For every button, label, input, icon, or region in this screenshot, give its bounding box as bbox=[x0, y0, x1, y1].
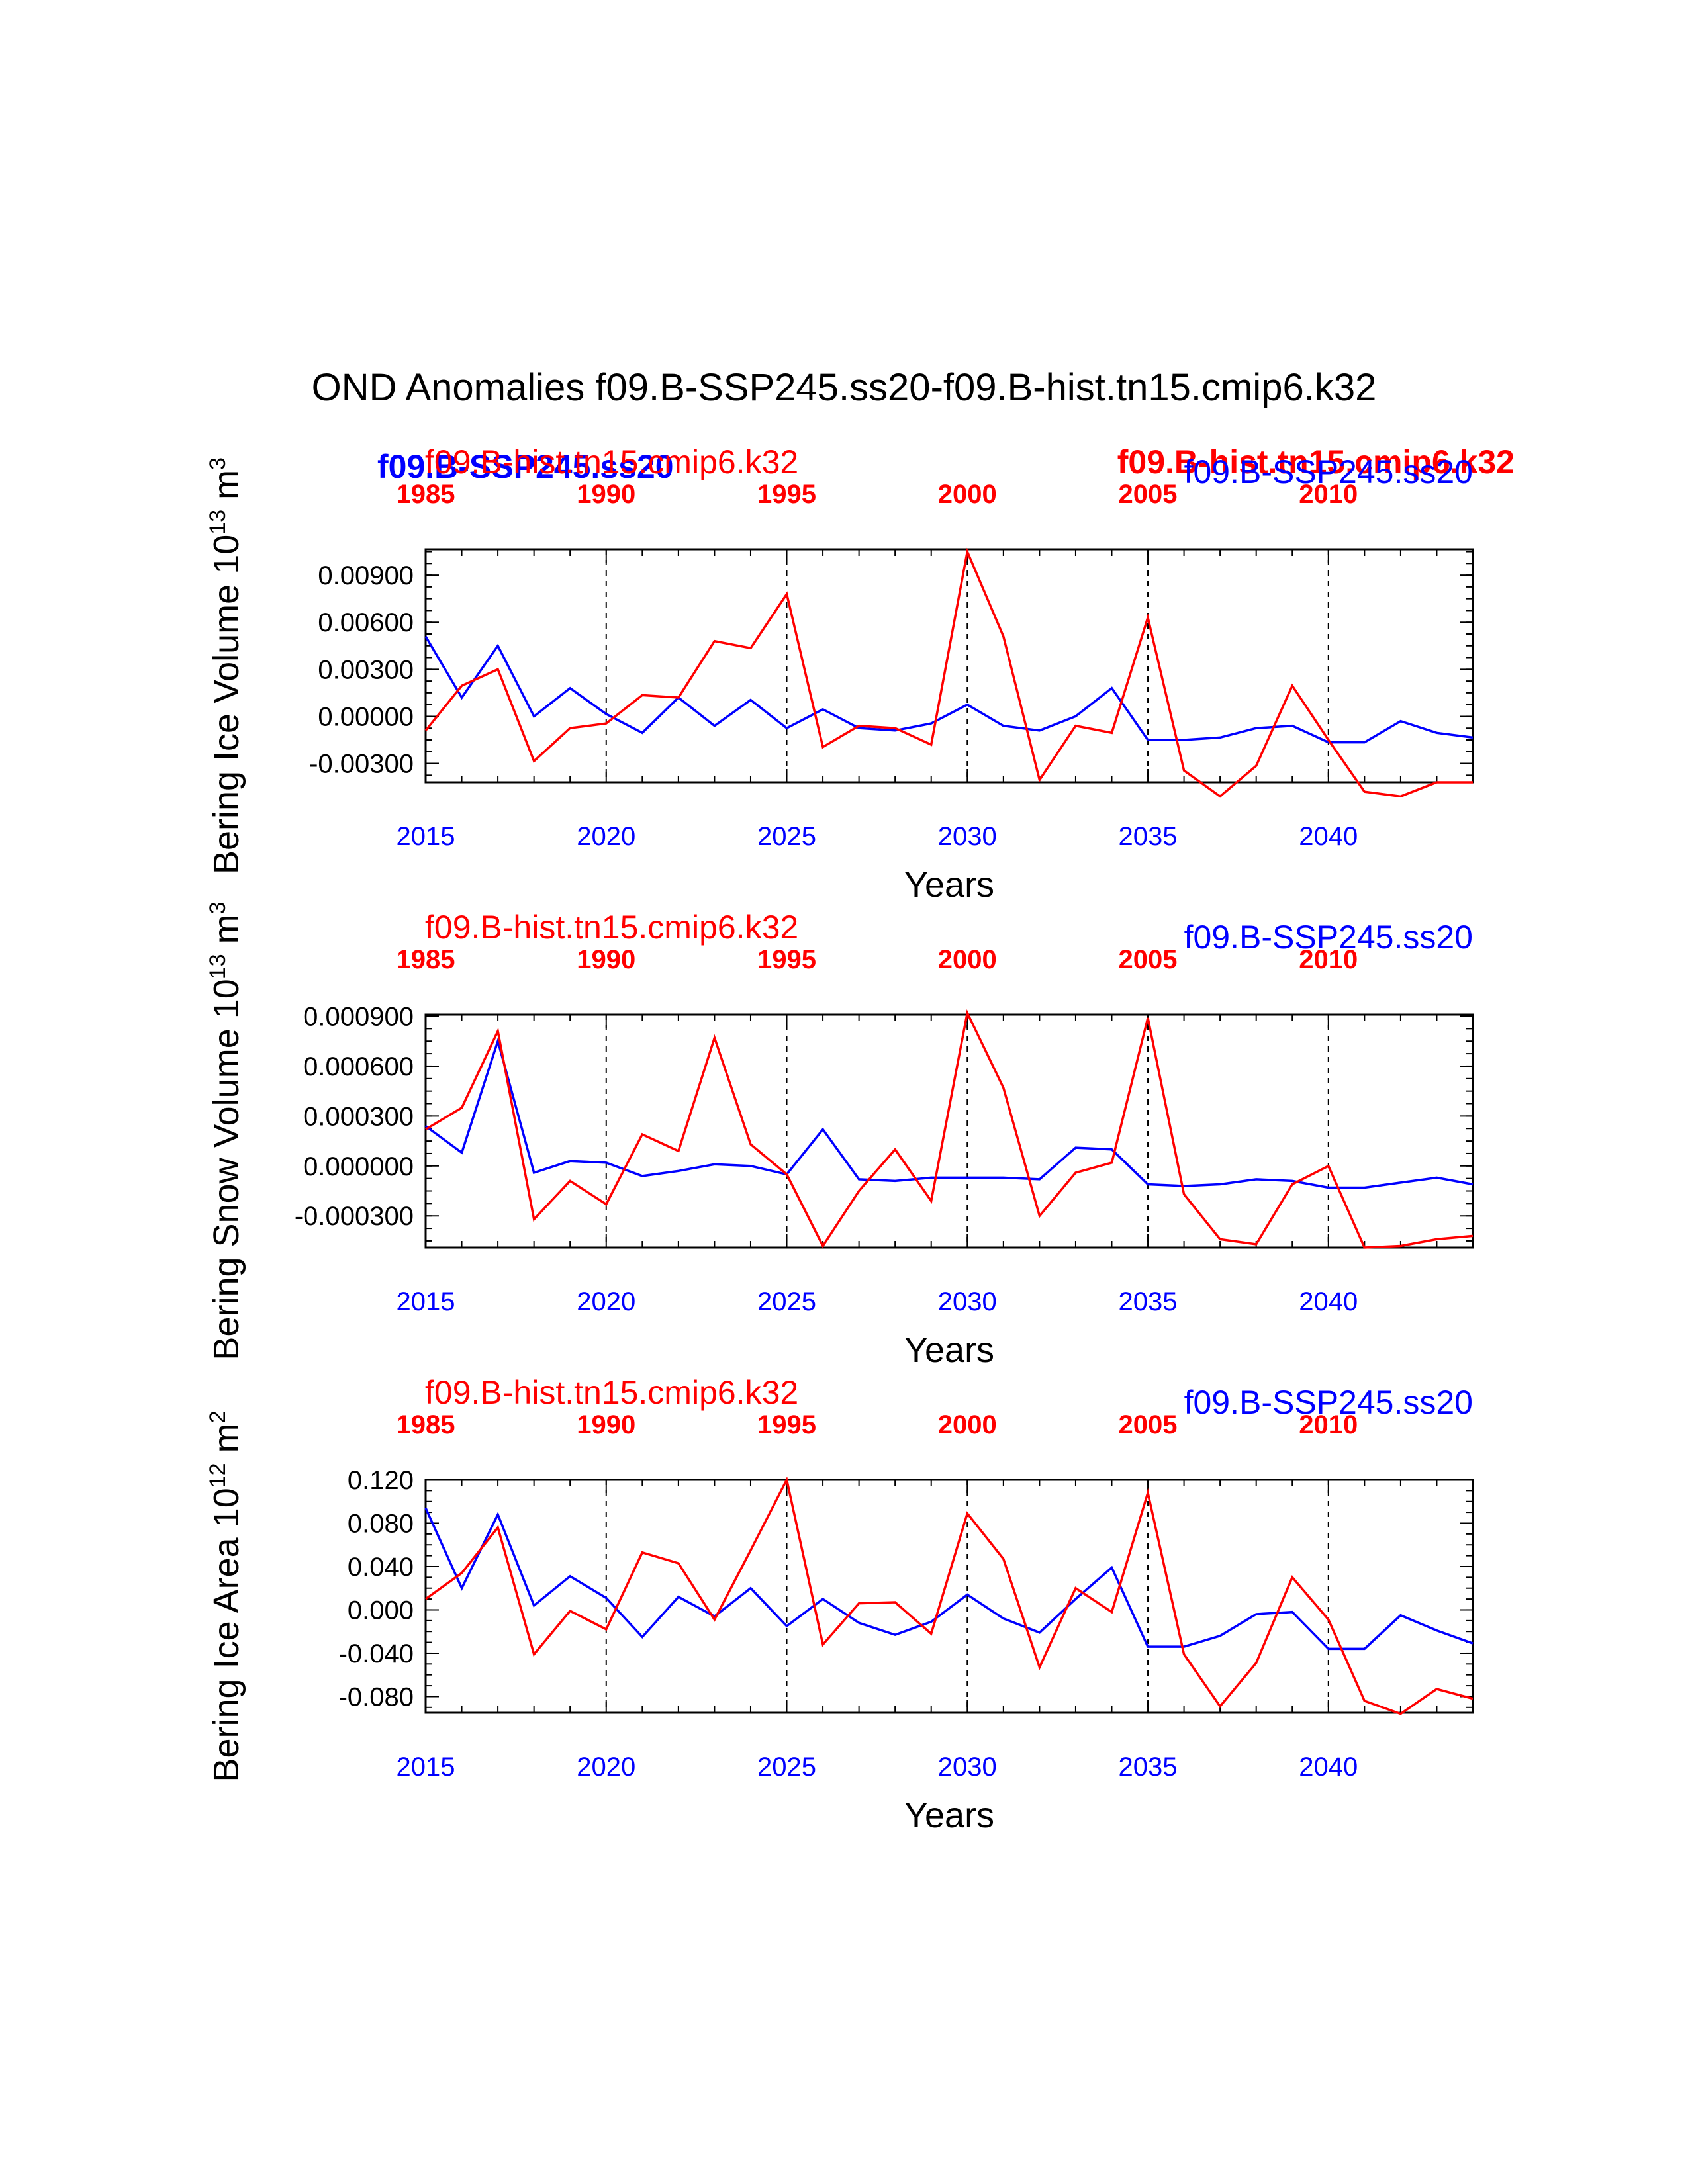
x-top-tick-label: 1990 bbox=[577, 480, 635, 509]
x-tick-label: 2035 bbox=[1119, 1287, 1178, 1316]
x-tick-label: 2030 bbox=[938, 1287, 997, 1316]
x-tick-label: 2015 bbox=[397, 1287, 455, 1316]
overlap-label-ssp: f09.B-SSP245.ss20 bbox=[377, 448, 674, 485]
panel-3: 2015 1985 2020 1990 2025 1995 2030 2000 2035 2005… bbox=[205, 1374, 1474, 1835]
x-top-tick-label: 2010 bbox=[1299, 945, 1358, 974]
x-axis-label: Years bbox=[904, 1330, 994, 1370]
x-tick-label: 2040 bbox=[1299, 1752, 1358, 1782]
x-top-tick-label: 1990 bbox=[577, 945, 635, 974]
case-label-hist: f09.B-hist.tn15.cmip6.k32 bbox=[425, 1374, 798, 1411]
panel-1: 2015 1985 2020 1990 2025 1995 2030 2000 2035 2005… bbox=[205, 443, 1474, 905]
y-tick-label: 0.000000 bbox=[303, 1152, 414, 1181]
x-top-tick-label: 1995 bbox=[757, 1410, 816, 1439]
x-top-tick-label: 1985 bbox=[397, 945, 455, 974]
x-tick-label: 2040 bbox=[1299, 822, 1358, 851]
y-tick-label: 0.00900 bbox=[318, 561, 414, 590]
y-tick-label: 0.000300 bbox=[303, 1102, 414, 1131]
x-tick-label: 2030 bbox=[938, 822, 997, 851]
figure-title: OND Anomalies f09.B-SSP245.ss20-f09.B-hi… bbox=[312, 366, 1377, 409]
series-line-ssp bbox=[424, 1037, 1474, 1189]
y-tick-label: -0.000300 bbox=[295, 1202, 414, 1231]
x-tick-label: 2035 bbox=[1119, 822, 1178, 851]
x-top-tick-label: 2010 bbox=[1299, 480, 1358, 509]
x-top-tick-label: 2005 bbox=[1119, 1410, 1178, 1439]
x-top-tick-label: 2000 bbox=[938, 945, 997, 974]
panel-2: 2015 1985 2020 1990 2025 1995 2030 2000 2035 2005… bbox=[205, 901, 1474, 1370]
x-tick-label: 2025 bbox=[757, 1287, 816, 1316]
y-tick-label: 0.080 bbox=[348, 1509, 414, 1538]
y-axis-label: Bering Ice Volume 1013 m3 bbox=[205, 457, 246, 874]
x-tick-label: 2020 bbox=[577, 1752, 635, 1782]
x-tick-label: 2020 bbox=[577, 1287, 635, 1316]
y-tick-label: 0.00000 bbox=[318, 702, 414, 731]
case-label-ssp: f09.B-SSP245.ss20 bbox=[1184, 919, 1473, 956]
x-tick-label: 2020 bbox=[577, 822, 635, 851]
series-line-ssp bbox=[424, 1507, 1474, 1651]
series-line-hist bbox=[424, 1476, 1474, 1715]
x-top-tick-label: 2000 bbox=[938, 1410, 997, 1439]
y-tick-label: -0.00300 bbox=[309, 750, 414, 779]
y-tick-label: 0.00600 bbox=[318, 608, 414, 637]
y-tick-label: 0.000 bbox=[348, 1596, 414, 1625]
x-tick-label: 2030 bbox=[938, 1752, 997, 1782]
case-label-ssp: f09.B-SSP245.ss20 bbox=[1184, 453, 1473, 490]
y-tick-label: 0.00300 bbox=[318, 655, 414, 684]
x-tick-label: 2025 bbox=[757, 822, 816, 851]
case-label-ssp: f09.B-SSP245.ss20 bbox=[1184, 1384, 1473, 1421]
x-top-tick-label: 1985 bbox=[397, 1410, 455, 1439]
y-tick-label: -0.040 bbox=[339, 1639, 414, 1668]
y-axis-label: Bering Ice Area 1012 m2 bbox=[205, 1410, 246, 1782]
x-tick-label: 2015 bbox=[397, 1752, 455, 1782]
x-top-tick-label: 1995 bbox=[757, 945, 816, 974]
x-top-tick-label: 2005 bbox=[1119, 480, 1178, 509]
y-tick-label: 0.000600 bbox=[303, 1052, 414, 1081]
y-tick-label: 0.040 bbox=[348, 1553, 414, 1582]
x-top-tick-label: 1995 bbox=[757, 480, 816, 509]
series-line-hist bbox=[425, 1009, 1474, 1249]
x-top-tick-label: 1990 bbox=[577, 1410, 635, 1439]
x-tick-label: 2025 bbox=[757, 1752, 816, 1782]
case-label-hist: f09.B-hist.tn15.cmip6.k32 bbox=[425, 443, 798, 480]
x-axis-label: Years bbox=[904, 1796, 994, 1835]
case-label-hist: f09.B-hist.tn15.cmip6.k32 bbox=[425, 909, 798, 946]
y-tick-label: 0.000900 bbox=[303, 1003, 414, 1032]
plot-frame bbox=[424, 1479, 1474, 1714]
x-top-tick-label: 2000 bbox=[938, 480, 997, 509]
series-line-ssp bbox=[424, 635, 1474, 744]
series-line-hist bbox=[424, 547, 1473, 798]
x-top-tick-label: 2010 bbox=[1299, 1410, 1358, 1439]
x-top-tick-label: 2005 bbox=[1119, 945, 1178, 974]
x-tick-label: 2035 bbox=[1119, 1752, 1178, 1782]
y-tick-label: -0.080 bbox=[339, 1682, 414, 1711]
y-tick-label: 0.120 bbox=[348, 1466, 414, 1495]
x-tick-label: 2015 bbox=[397, 822, 455, 851]
plot-frame bbox=[424, 1013, 1474, 1249]
x-top-tick-label: 1985 bbox=[397, 480, 455, 509]
x-tick-label: 2040 bbox=[1299, 1287, 1358, 1316]
plot-frame bbox=[424, 548, 1474, 784]
x-axis-label: Years bbox=[904, 865, 994, 905]
y-axis-label: Bering Snow Volume 1013 m3 bbox=[205, 901, 246, 1360]
overlap-label-hist: f09.B-hist.tn15.cmip6.k32 bbox=[1117, 443, 1515, 480]
